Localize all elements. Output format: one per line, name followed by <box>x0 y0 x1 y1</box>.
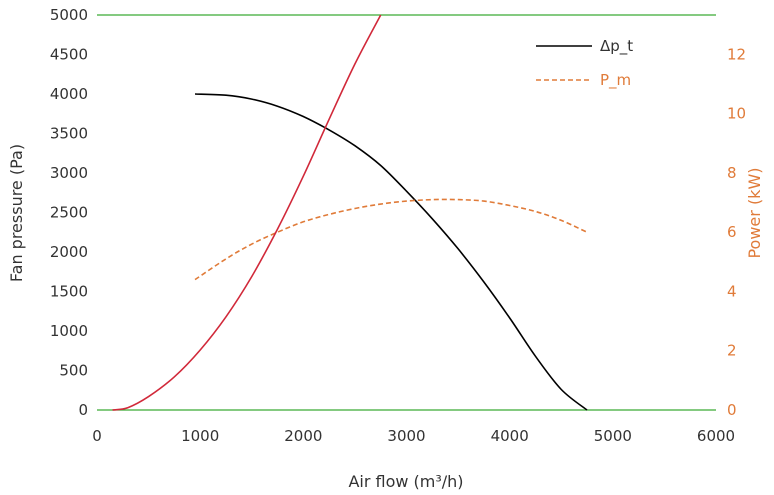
y-axis-title: Fan pressure (Pa) <box>7 144 26 282</box>
y2-tick-label: 8 <box>727 164 737 182</box>
y-tick-label: 3000 <box>50 164 88 182</box>
y-tick-label: 1000 <box>50 322 88 340</box>
series-line-0 <box>194 93 588 411</box>
y2-tick-label: 10 <box>727 105 746 123</box>
y-tick-label: 2500 <box>50 204 88 222</box>
x-tick-label: 6000 <box>697 427 735 445</box>
y-tick-label: 4000 <box>50 85 88 103</box>
y-tick-label: 5000 <box>50 6 88 24</box>
x-tick-label: 0 <box>92 427 102 445</box>
y-tick-label: 4500 <box>50 46 88 64</box>
series-layer <box>112 14 588 411</box>
left-axis-ticks: 0 500 1000 1500 2000 2500 3000 3500 4000 4500 5000 <box>50 6 88 419</box>
y2-tick-label: 6 <box>727 223 737 241</box>
series-line-2 <box>112 14 382 411</box>
series-line-1 <box>194 198 588 281</box>
y-tick-label: 500 <box>59 362 88 380</box>
y-tick-label: 1500 <box>50 283 88 301</box>
legend-label-dp-t: Δp_t <box>600 37 633 56</box>
y2-tick-label: 0 <box>727 401 737 419</box>
right-axis-ticks: 0 2 4 6 8 10 12 <box>727 45 746 419</box>
y-tick-label: 3500 <box>50 125 88 143</box>
x-tick-label: 1000 <box>181 427 219 445</box>
legend-label-p-m: P_m <box>600 71 631 90</box>
y-tick-label: 0 <box>78 401 88 419</box>
y2-tick-label: 2 <box>727 342 737 360</box>
x-tick-label: 2000 <box>284 427 322 445</box>
x-axis-ticks: 0 1000 2000 3000 4000 5000 6000 <box>92 427 735 445</box>
y-tick-label: 2000 <box>50 243 88 261</box>
x-tick-label: 5000 <box>594 427 632 445</box>
x-tick-label: 3000 <box>387 427 425 445</box>
legend: Δp_t P_m <box>536 37 633 90</box>
y2-tick-label: 4 <box>727 282 737 300</box>
reference-lines <box>97 14 716 411</box>
x-axis-title: Air flow (m³/h) <box>348 472 463 491</box>
x-tick-label: 4000 <box>491 427 529 445</box>
y2-axis-title: Power (kW) <box>745 167 764 258</box>
y2-tick-label: 12 <box>727 45 746 63</box>
